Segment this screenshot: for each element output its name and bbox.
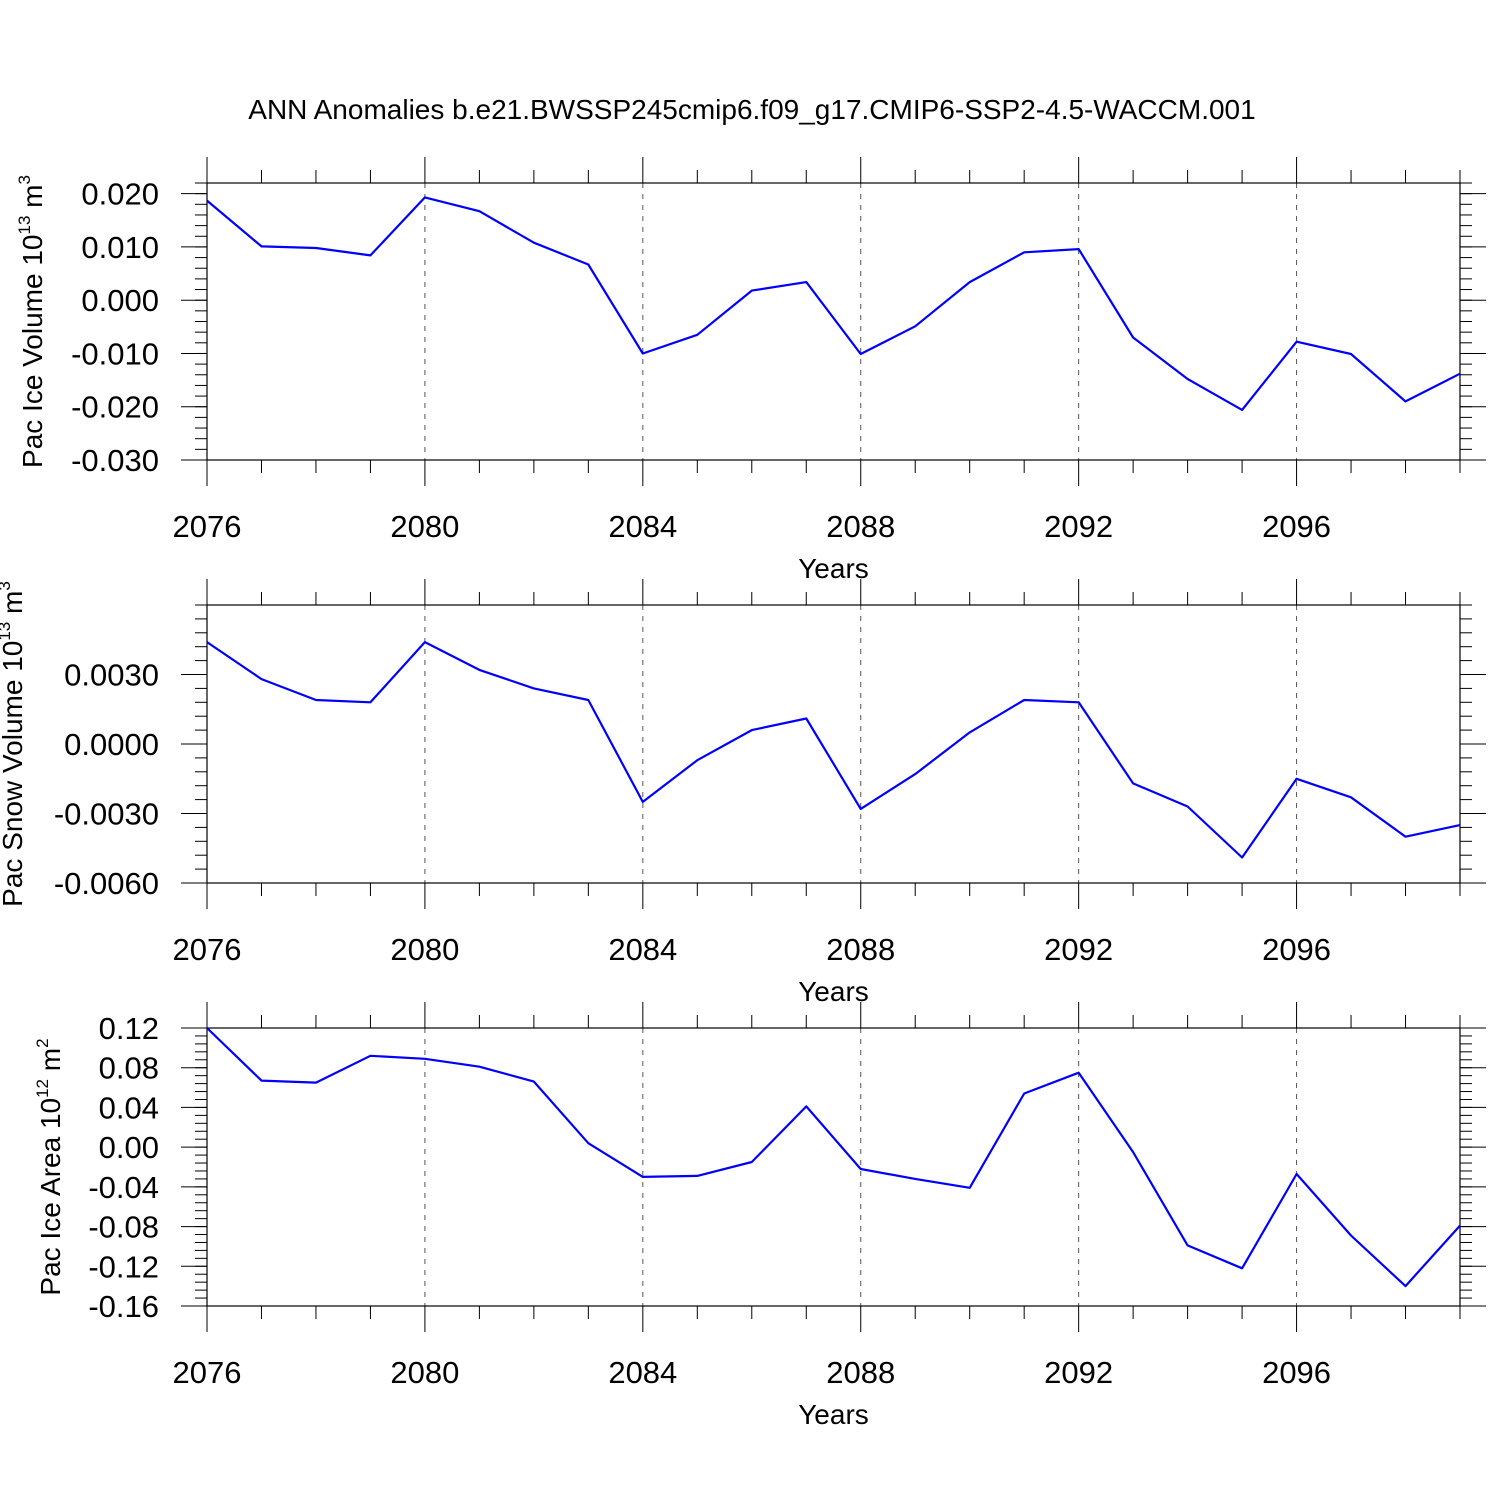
y-tick-label: -0.030 — [71, 443, 159, 478]
x-axis-label: Years — [798, 976, 869, 1007]
y-tick-label: -0.08 — [88, 1210, 159, 1245]
x-tick-label: 2084 — [608, 1355, 677, 1390]
y-tick-label: 0.010 — [81, 230, 159, 265]
x-tick-label: 2088 — [826, 509, 895, 544]
x-tick-label: 2096 — [1262, 1355, 1331, 1390]
panel-3: 0.12 0.08 0.04 0.00 -0.04 -0.08 -0.12 -0.16 2076… — [33, 1002, 1486, 1430]
y-tick-label: 0.020 — [81, 177, 159, 212]
x-tick-label: 2092 — [1044, 932, 1113, 967]
x-tick-label: 2092 — [1044, 509, 1113, 544]
y-tick-label: -0.020 — [71, 390, 159, 425]
x-tick-label: 2076 — [173, 932, 242, 967]
x-tick-label: 2096 — [1262, 509, 1331, 544]
y-tick-label: -0.16 — [88, 1289, 159, 1324]
series-line-3 — [206, 1027, 1461, 1288]
x-tick-label: 2080 — [390, 1355, 459, 1390]
x-tick-label: 2084 — [608, 932, 677, 967]
x-tick-label: 2080 — [390, 509, 459, 544]
y-axis-label: Pac Snow Volume 1013 m3 — [0, 581, 28, 907]
plot-frame — [206, 1027, 1461, 1307]
y-axis-label: Pac Ice Volume 1013 m3 — [15, 175, 48, 468]
y-tick-label: -0.12 — [88, 1249, 159, 1284]
x-tick-label: 2076 — [173, 1355, 242, 1390]
y-tick-label: -0.0060 — [54, 866, 159, 901]
x-axis-label: Years — [798, 1399, 869, 1430]
x-tick-label: 2088 — [826, 1355, 895, 1390]
x-tick-label: 2080 — [390, 932, 459, 967]
y-tick-label: 0.0000 — [64, 727, 159, 762]
series-line-2 — [206, 640, 1461, 859]
panel-2: 0.0030 0.0000 -0.0030 -0.0060 2076 2080 2084 20… — [0, 579, 1486, 1007]
y-tick-label: 0.08 — [99, 1051, 159, 1086]
x-tick-label: 2076 — [173, 509, 242, 544]
y-tick-label: 0.0030 — [64, 658, 159, 693]
x-tick-label: 2084 — [608, 509, 677, 544]
series-line-1 — [206, 196, 1461, 411]
chart-title: ANN Anomalies b.e21.BWSSP245cmip6.f09_g1… — [248, 94, 1255, 125]
y-tick-label: 0.00 — [99, 1130, 159, 1165]
x-tick-label: 2088 — [826, 932, 895, 967]
plot-frame — [206, 182, 1461, 461]
panel-1: 0.020 0.010 0.000 -0.010 -0.020 -0.030 2076 208… — [15, 157, 1486, 584]
y-tick-label: -0.010 — [71, 336, 159, 371]
y-tick-label: 0.000 — [81, 283, 159, 318]
y-tick-label: -0.0030 — [54, 797, 159, 832]
y-tick-label: 0.12 — [99, 1011, 159, 1046]
plot-frame — [206, 604, 1461, 884]
y-tick-label: 0.04 — [99, 1090, 159, 1125]
chart-panels: 0.020 0.010 0.000 -0.010 -0.020 -0.030 2076 208… — [0, 157, 1486, 1430]
x-tick-label: 2096 — [1262, 932, 1331, 967]
y-axis-label: Pac Ice Area 1012 m2 — [33, 1038, 66, 1295]
x-tick-label: 2092 — [1044, 1355, 1113, 1390]
y-tick-label: -0.04 — [88, 1170, 159, 1205]
x-axis-label: Years — [798, 553, 869, 584]
